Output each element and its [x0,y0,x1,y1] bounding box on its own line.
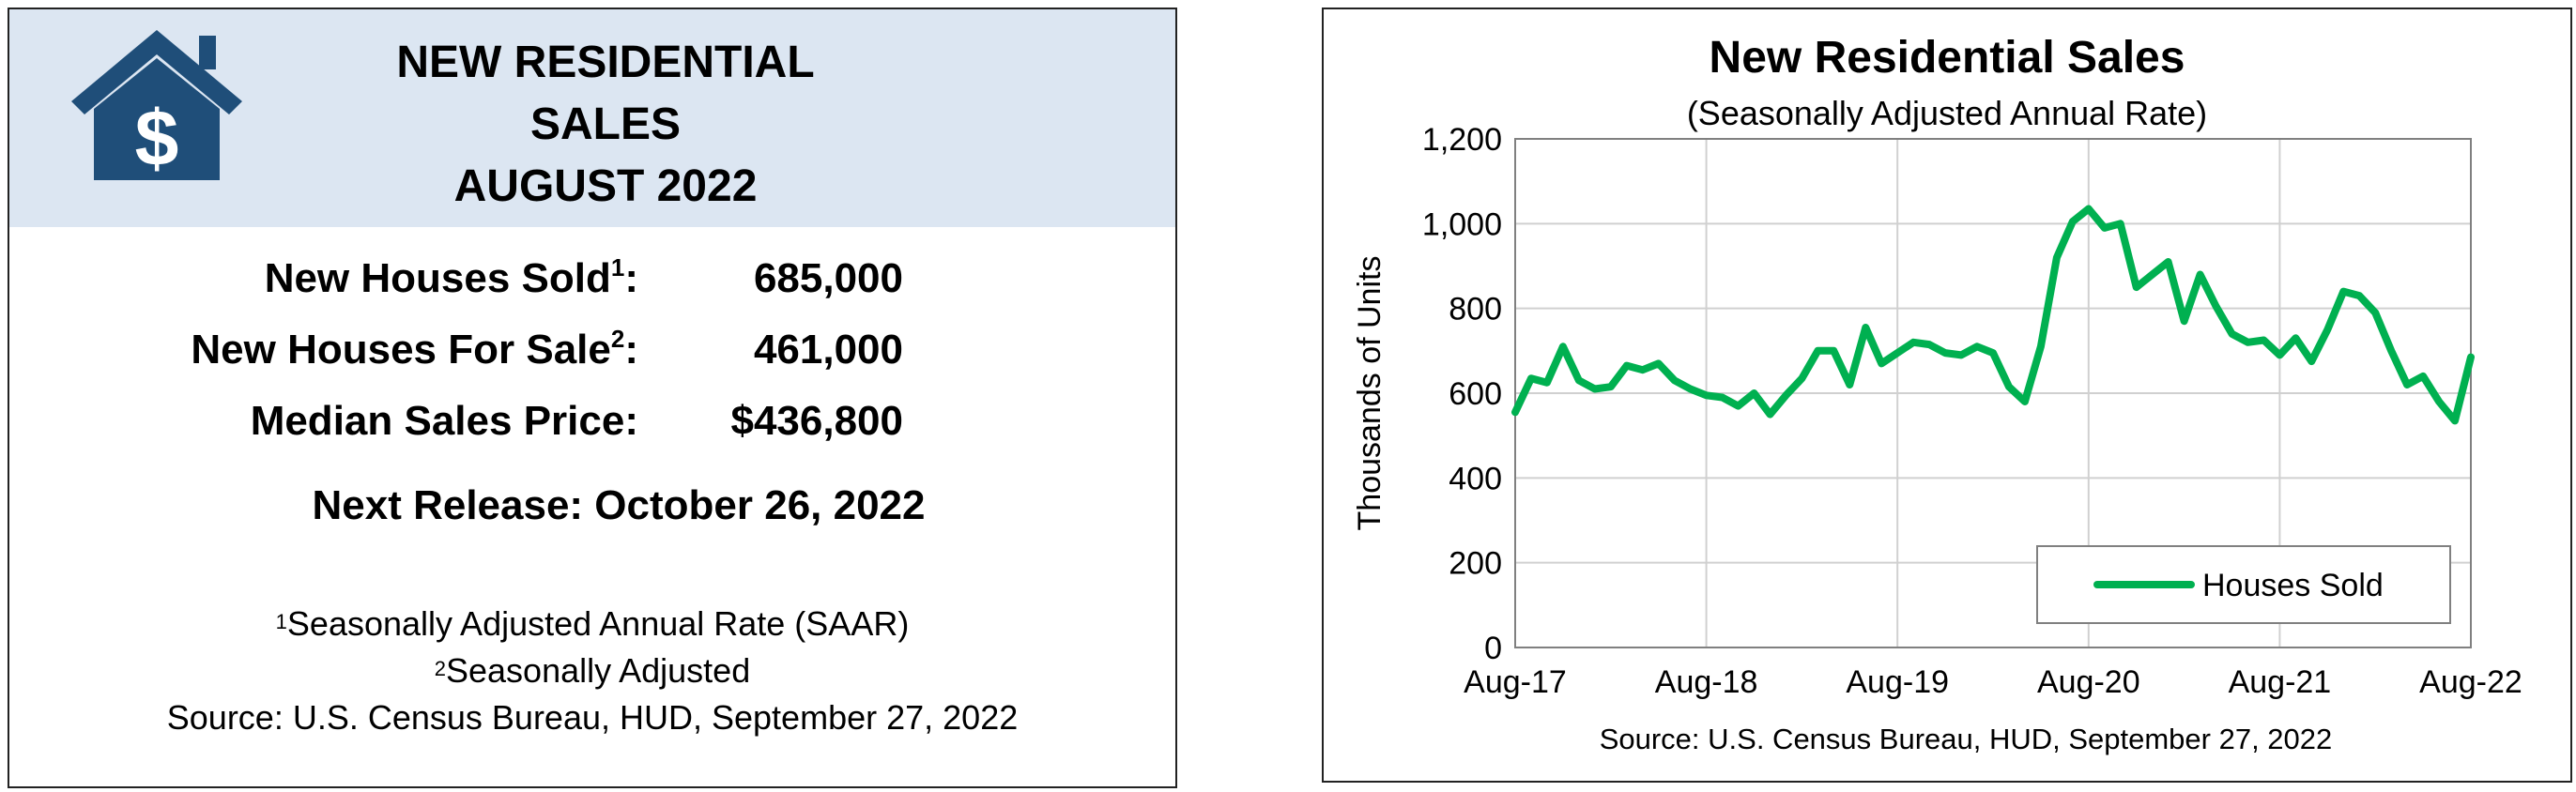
y-axis-label: Thousands of Units [1352,256,1388,531]
x-tick-label: Aug-19 [1846,664,1949,700]
stat-label: Median Sales Price: [250,398,638,444]
chart-panel: New Residential Sales (Seasonally Adjust… [1322,8,2572,783]
house-dollar-icon: $ [71,30,242,182]
summary-panel: $ NEW RESIDENTIAL SALES AUGUST 2022 New … [8,8,1177,788]
y-tick-label: 800 [1449,292,1502,327]
y-tick-label: 600 [1449,376,1502,412]
footnote-2: 2Seasonally Adjusted [434,651,751,690]
next-release: Next Release: October 26, 2022 [312,482,926,528]
stat-value: $436,800 [730,398,903,444]
y-tick-label: 0 [1484,631,1502,666]
series-line-houses-sold [1511,205,2475,425]
summary-title: NEW RESIDENTIAL SALES AUGUST 2022 [244,32,967,218]
footnote-source: Source: U.S. Census Bureau, HUD, Septemb… [166,698,1019,737]
footnotes: 1Seasonally Adjusted Annual Rate (SAAR) … [9,601,1175,741]
x-tick-label: Aug-17 [1464,664,1567,700]
stat-label: New Houses For Sale2: [191,325,638,373]
summary-title-line: NEW RESIDENTIAL [396,38,815,87]
stat-value: 461,000 [753,327,903,373]
x-tick-label: Aug-20 [2037,664,2140,700]
stat-row-houses-sold: New Houses Sold1: 685,000 [9,253,1175,315]
svg-text:$: $ [135,94,179,182]
summary-title-line: SALES [529,99,682,149]
x-tick-label: Aug-21 [2229,664,2332,700]
y-tick-label: 1,200 [1422,122,1502,158]
stat-label: New Houses Sold1: [264,253,638,301]
stat-value: 685,000 [753,255,903,301]
chart-subtitle: (Seasonally Adjusted Annual Rate) [1686,94,2208,132]
footnote-1: 1Seasonally Adjusted Annual Rate (SAAR) [275,604,910,643]
line-chart: 0 200 400 600 800 1,000 1,200 Aug-17 Aug-18 Aug-1… [1352,122,2522,700]
x-tick-label: Aug-22 [2419,664,2522,700]
stat-row-median-price: Median Sales Price: $436,800 [9,398,1175,458]
summary-title-line: AUGUST 2022 [453,161,758,211]
legend-label: Houses Sold [2202,568,2384,603]
y-tick-label: 200 [1449,546,1502,582]
x-tick-label: Aug-18 [1655,664,1758,700]
stat-row-houses-for-sale: New Houses For Sale2: 461,000 [9,325,1175,387]
summary-header: $ NEW RESIDENTIAL SALES AUGUST 2022 [9,9,1175,227]
chart-source: Source: U.S. Census Bureau, HUD, Septemb… [1599,723,2333,755]
y-tick-label: 400 [1449,461,1502,496]
y-tick-label: 1,000 [1422,206,1502,242]
chart-title: New Residential Sales [1709,33,2185,83]
plot-border [1514,138,2472,648]
